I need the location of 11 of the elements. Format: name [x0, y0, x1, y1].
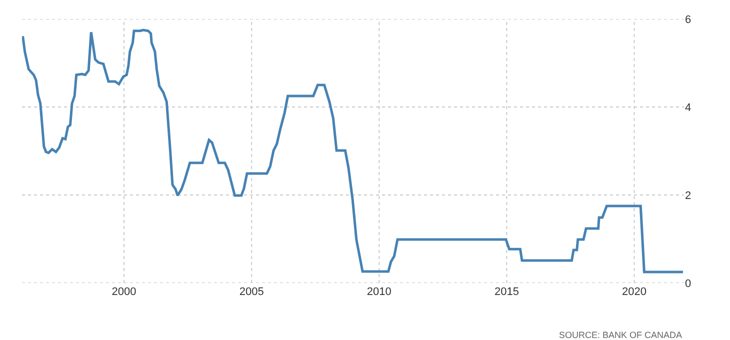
x-tick-label: 2015 — [494, 286, 519, 298]
source-note: SOURCE: BANK OF CANADA — [559, 330, 682, 340]
x-tick-label: 2000 — [112, 286, 136, 298]
x-tick-label: 2020 — [622, 286, 646, 298]
y-tick-label: 4 — [685, 102, 692, 114]
line-series — [22, 28, 684, 274]
x-tick-label: 2010 — [366, 286, 392, 298]
x-tick-label: 2005 — [239, 286, 264, 298]
y-tick-label: 2 — [685, 190, 692, 202]
y-tick-label: 6 — [685, 14, 692, 26]
y-tick-label: 0 — [685, 278, 692, 290]
